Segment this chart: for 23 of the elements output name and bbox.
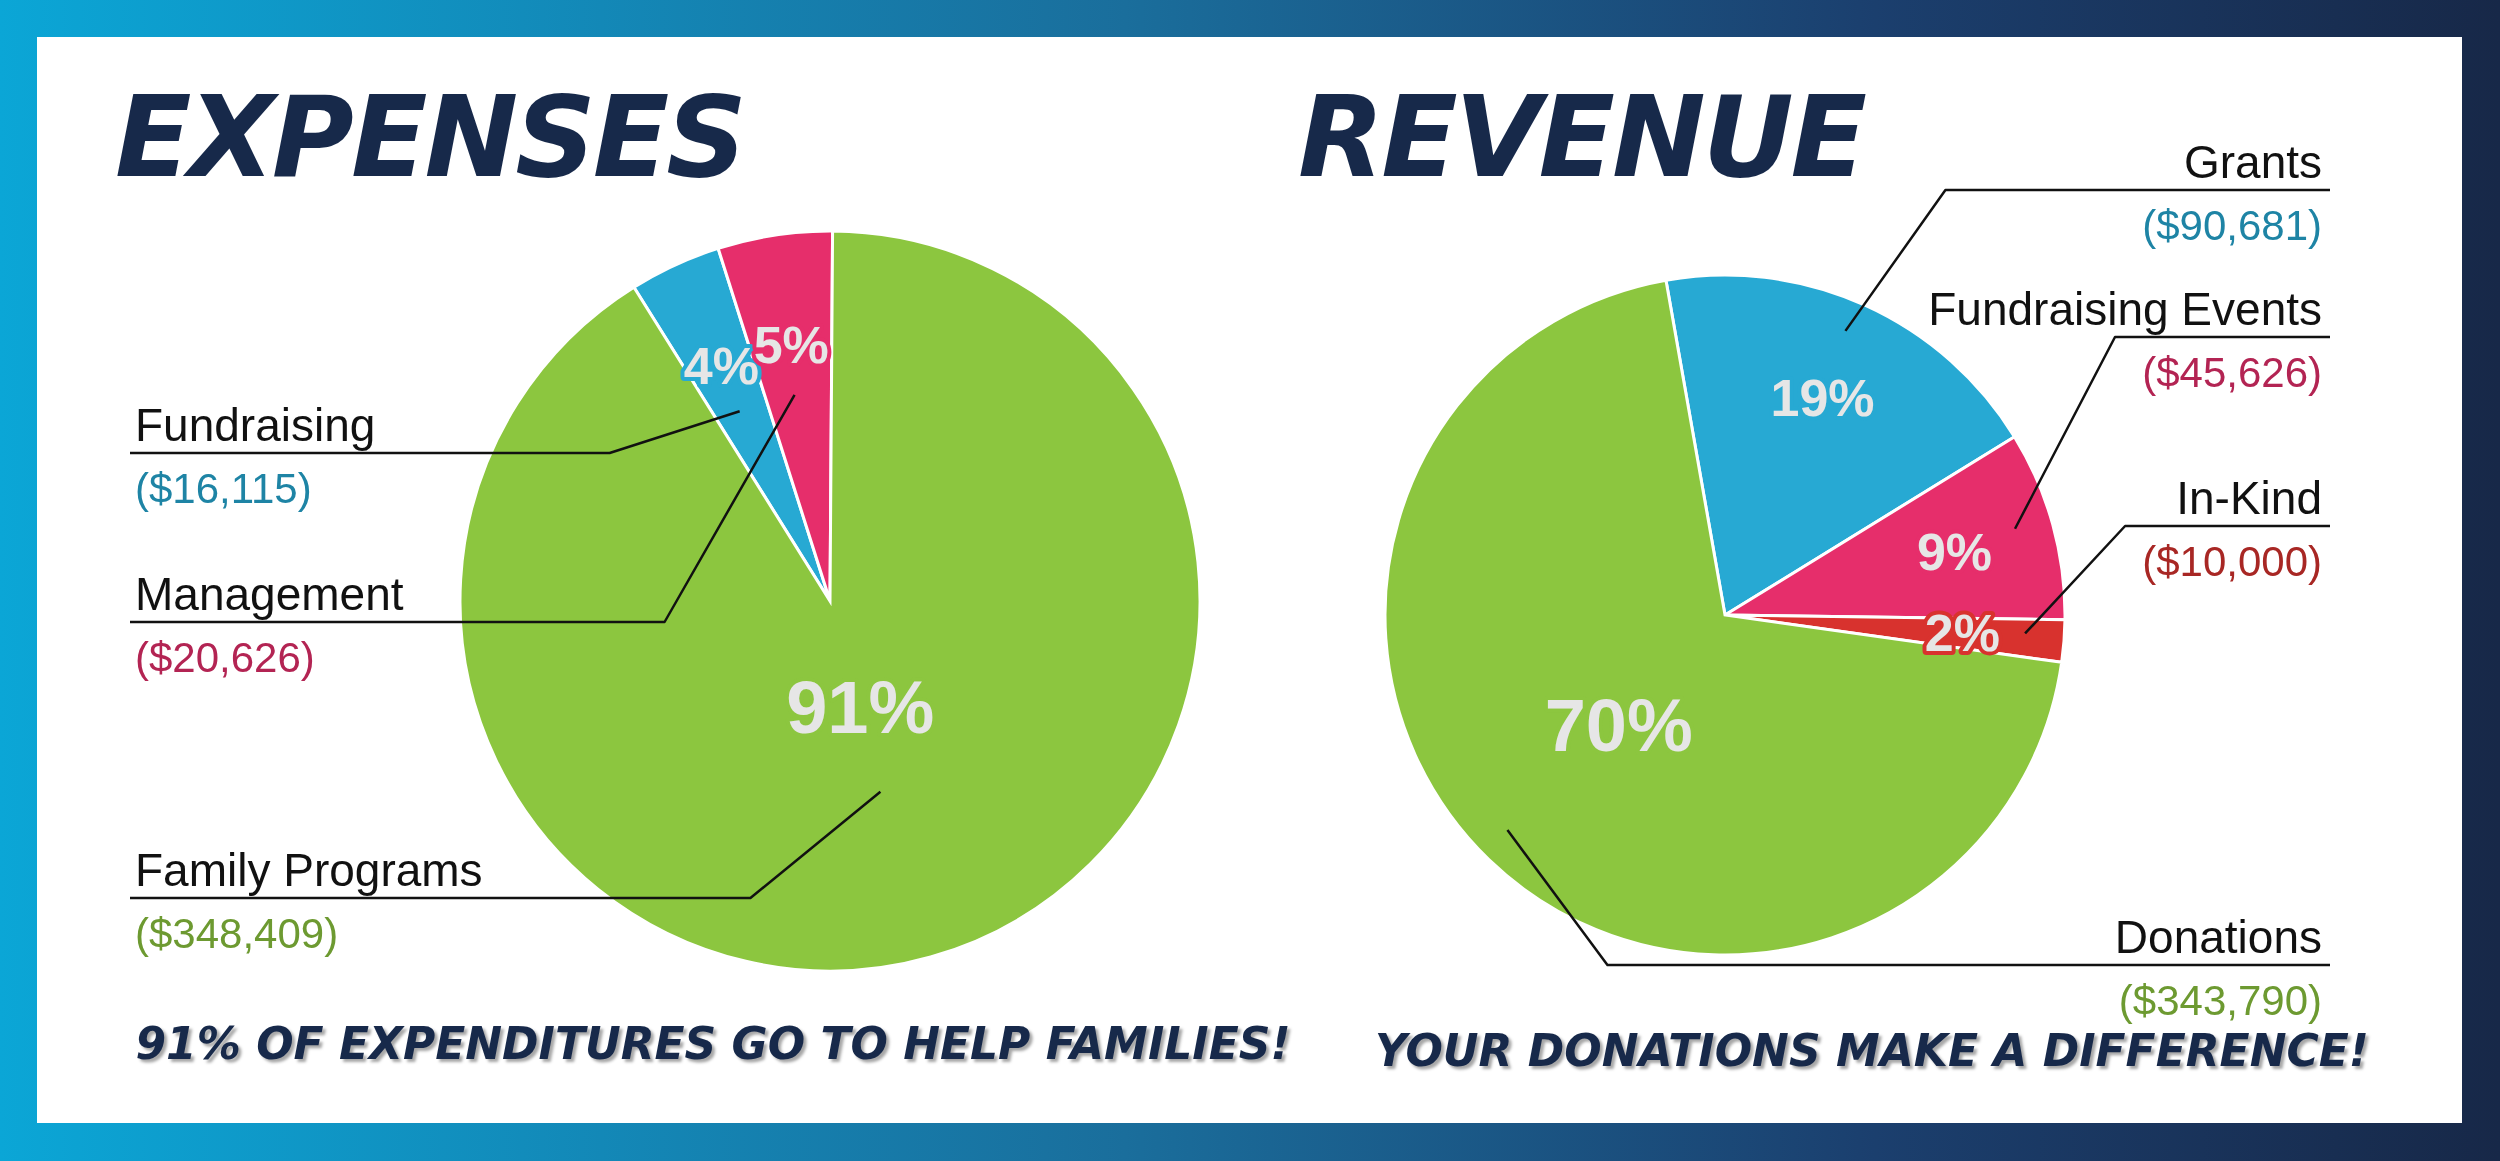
slice-label: In-Kind (2176, 472, 2322, 524)
text: YOUR DONATIONS MAKE A DIFFERENCE! (1375, 1025, 2369, 1076)
data-label: 2% (1924, 604, 2000, 663)
slice-label: Fundraising (135, 399, 376, 451)
text: ($20,626) (135, 634, 315, 681)
chart-title: EXPENSES (115, 72, 745, 202)
slice-label: Donations (2114, 911, 2322, 963)
data-label: 9% (1916, 522, 1993, 581)
slice-label: Family Programs (135, 844, 483, 896)
data-label: 19% (1770, 368, 1875, 427)
text: ($348,409) (135, 910, 339, 957)
data-label: 91% (786, 666, 935, 750)
slice-label: Management (135, 568, 404, 620)
text: ($90,681) (2142, 202, 2322, 249)
slice-label: Fundraising Events (1928, 283, 2322, 335)
text: ($45,626) (2142, 349, 2322, 396)
text: ($343,790) (2118, 977, 2322, 1024)
chart-title: REVENUE (1298, 72, 1865, 202)
text: 91% OF EXPENDITURES GO TO HELP FAMILIES! (134, 1018, 1292, 1071)
text: ($16,115) (135, 465, 312, 512)
data-label: 70% (1544, 683, 1693, 767)
slice-label: Grants (2183, 136, 2322, 188)
text: ($10,000) (2142, 538, 2322, 585)
